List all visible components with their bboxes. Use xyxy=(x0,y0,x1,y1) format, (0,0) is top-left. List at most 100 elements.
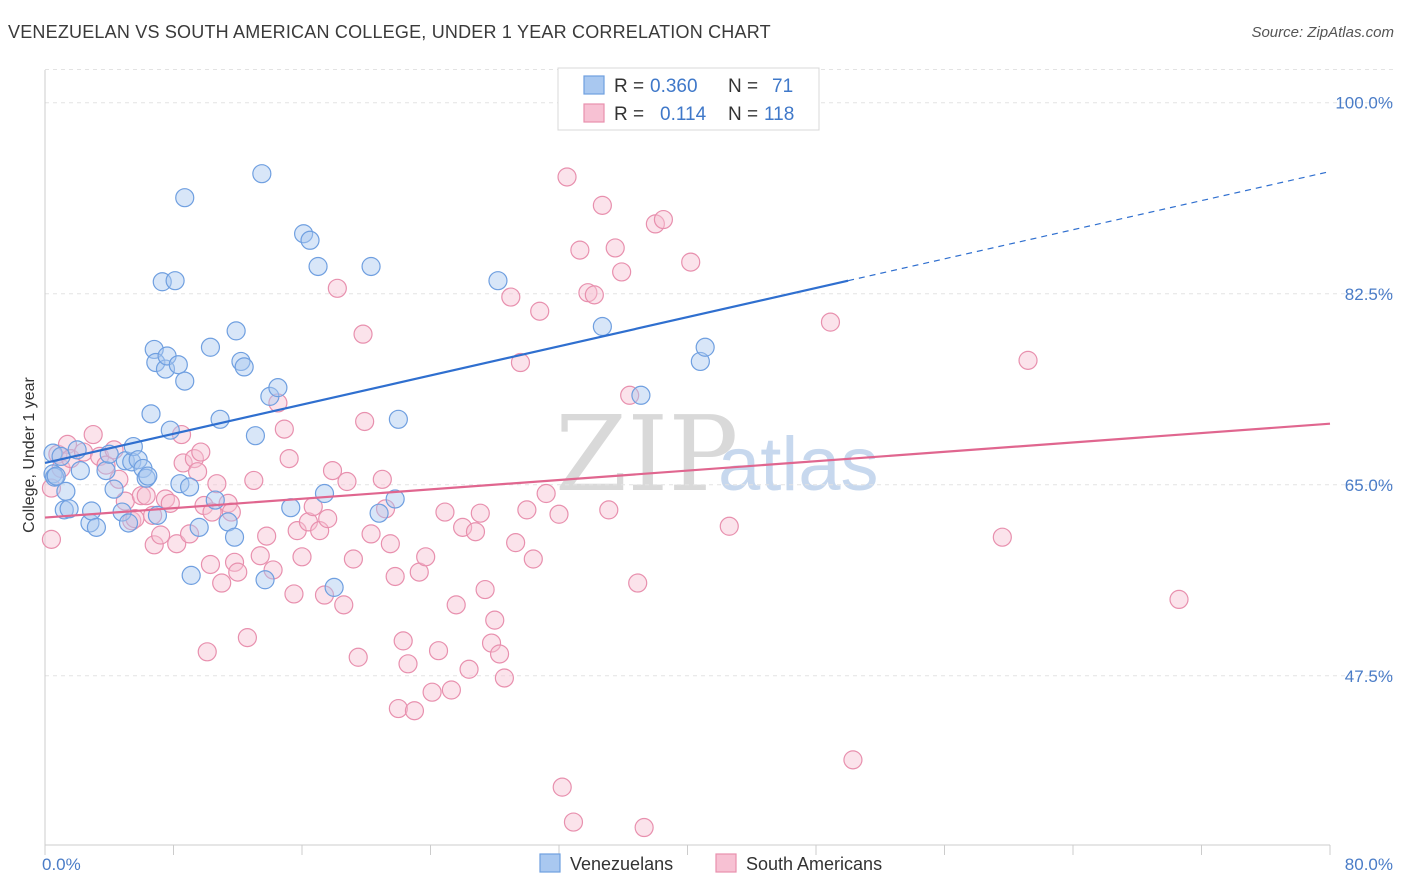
south-americans-point xyxy=(57,434,78,455)
stats-legend: R = 0.360 N = 71 R = 0.114 N = 118 xyxy=(557,67,820,131)
south-americans-point xyxy=(398,654,418,674)
south-americans-point xyxy=(557,167,577,187)
venezuelans-point xyxy=(231,351,251,372)
venezuelans-point xyxy=(200,337,221,357)
south-americans-point xyxy=(131,486,151,506)
south-americans-point xyxy=(612,262,632,282)
south-americans-point xyxy=(446,595,466,615)
watermark-zip: ZIP xyxy=(555,393,738,515)
stats-r-value-south-americans: 0.114 xyxy=(660,104,707,125)
chart-title: VENEZUELAN VS SOUTH AMERICAN COLLEGE, UN… xyxy=(8,22,771,42)
south-americans-point xyxy=(563,812,584,832)
south-americans-point xyxy=(136,486,156,506)
south-americans-point xyxy=(96,455,116,475)
venezuelans-point xyxy=(281,498,301,518)
venezuelans-point xyxy=(46,466,66,486)
y-tick-label: 100.0% xyxy=(1335,94,1393,113)
south-americans-point xyxy=(584,285,604,305)
south-americans-point xyxy=(274,419,294,439)
south-americans-point xyxy=(343,549,363,569)
stats-r-label: R = xyxy=(614,104,644,125)
south-americans-point xyxy=(318,509,338,529)
south-americans-point xyxy=(843,750,863,770)
y-tick-labels: 47.5% 65.0% 82.5% 100.0% xyxy=(1335,94,1393,686)
south-americans-point xyxy=(681,252,701,272)
legend-swatch-south-americans xyxy=(715,853,737,873)
venezuelans-point xyxy=(631,385,651,405)
south-americans-point xyxy=(385,566,405,587)
south-americans-point xyxy=(570,240,590,260)
venezuelans-point xyxy=(165,271,185,291)
y-tick-label: 82.5% xyxy=(1345,285,1393,304)
south-americans-point xyxy=(719,516,739,536)
south-americans-point xyxy=(465,522,486,542)
south-americans-point xyxy=(388,698,408,719)
venezuelans-point xyxy=(252,164,272,184)
venezuelans-point xyxy=(179,477,200,497)
watermark: ZIP atlas xyxy=(555,393,879,515)
south-americans-point xyxy=(428,641,449,661)
south-americans-point xyxy=(268,393,288,413)
south-americans-point xyxy=(292,547,312,567)
south-americans-point xyxy=(475,579,495,600)
south-americans-point xyxy=(314,585,335,605)
south-americans-point xyxy=(197,642,217,662)
south-americans-point xyxy=(334,595,354,615)
south-americans-point xyxy=(506,533,526,553)
x-tick-label-max: 80.0% xyxy=(1345,855,1393,874)
south-americans-point xyxy=(337,471,357,492)
stats-n-value-south-americans: 118 xyxy=(764,104,794,125)
south-americans-point xyxy=(470,503,490,523)
legend-swatch-venezuelans xyxy=(539,853,561,873)
south-americans-point xyxy=(481,633,502,653)
venezuelans-point xyxy=(181,565,201,585)
venezuelans-point xyxy=(388,409,408,429)
south-americans-point xyxy=(151,525,171,545)
south-americans-point xyxy=(327,278,347,298)
stats-r-label: R = xyxy=(614,76,644,97)
venezuelans-point xyxy=(175,188,195,208)
south-americans-point xyxy=(167,534,187,554)
y-tick-label: 65.0% xyxy=(1345,476,1393,495)
south-americans-point xyxy=(485,610,505,630)
south-americans-point xyxy=(257,526,277,546)
south-americans-point xyxy=(284,584,304,604)
venezuelans-point xyxy=(56,481,76,501)
venezuelans-point xyxy=(104,479,124,499)
stats-n-value-venezuelans: 71 xyxy=(772,76,793,97)
south-americans-point xyxy=(212,573,232,593)
south-americans-point xyxy=(263,560,283,580)
venezuelans-point xyxy=(385,489,405,509)
south-americans-point xyxy=(530,301,550,321)
south-americans-point xyxy=(599,500,619,520)
south-americans-point xyxy=(250,546,270,566)
venezuelans-point xyxy=(146,352,166,373)
south-americans-point xyxy=(83,424,103,445)
south-americans-point xyxy=(489,644,510,664)
venezuelans-point xyxy=(43,464,63,484)
venezuelans-point xyxy=(245,426,266,446)
south-americans-point xyxy=(191,442,211,462)
stats-n-label: N = xyxy=(728,104,758,125)
venezuelans-point xyxy=(234,357,254,377)
venezuelans-point xyxy=(168,355,188,375)
south-americans-point xyxy=(605,238,625,258)
venezuelans-point xyxy=(488,271,508,291)
series-legend: Venezuelans South Americans xyxy=(539,853,882,874)
stats-n-label: N = xyxy=(728,76,758,97)
south-americans-point xyxy=(380,534,400,554)
trend-lines xyxy=(44,170,1331,519)
source-credit: Source: ZipAtlas.com xyxy=(1251,24,1394,41)
venezuelans-point xyxy=(96,460,116,481)
stats-swatch-venezuelans xyxy=(583,75,605,95)
venezuelans-point xyxy=(369,503,389,523)
south-americans-point xyxy=(501,287,521,307)
south-americans-point xyxy=(459,659,479,679)
stats-swatch-south-americans xyxy=(583,103,605,123)
south-americans-point xyxy=(510,352,531,373)
south-americans-point xyxy=(549,504,569,524)
south-americans-point xyxy=(992,527,1012,547)
venezuelans-point xyxy=(45,467,65,487)
south-americans-point xyxy=(494,668,514,688)
south-americans-trend-line xyxy=(44,422,1331,519)
